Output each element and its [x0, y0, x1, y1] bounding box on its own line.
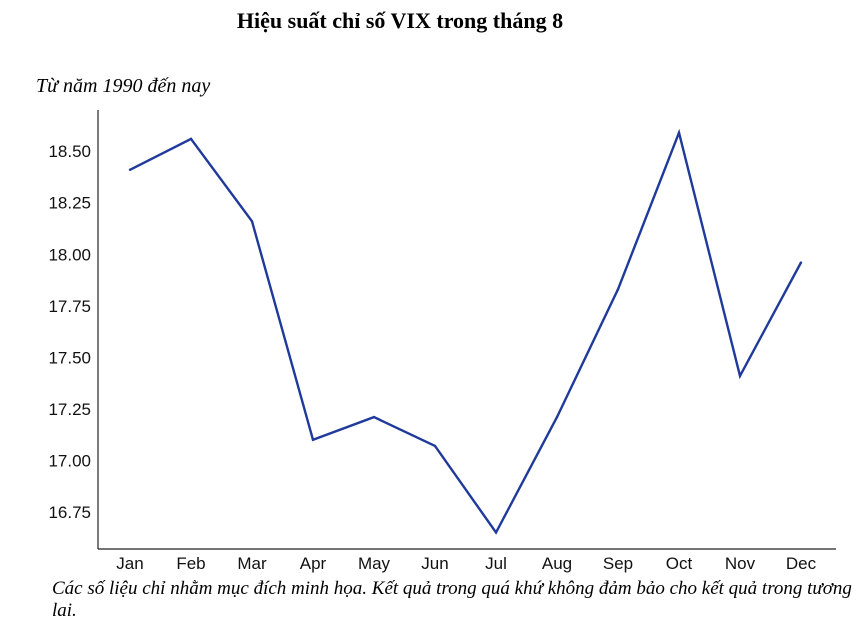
x-tick-label: Nov: [725, 554, 756, 573]
axes: [97, 110, 836, 550]
data-point: [738, 374, 742, 378]
data-point: [494, 531, 498, 534]
x-tick-labels: Jan Feb Mar Apr May Jun Jul Aug Sep Oct Nov Dec: [116, 554, 816, 573]
y-tick-label: 18.25: [48, 194, 91, 213]
data-point: [555, 415, 559, 419]
chart-title: Hiệu suất chỉ số VIX trong tháng 8: [236, 8, 564, 33]
x-tick-label: Aug: [542, 554, 572, 573]
y-tick-label: 17.75: [48, 297, 91, 316]
data-point: [189, 137, 193, 141]
x-tick-label: Jul: [485, 554, 507, 573]
data-point: [311, 438, 315, 441]
y-tick-label: 18.50: [48, 142, 91, 161]
data-point: [677, 131, 681, 134]
x-tick-label: Dec: [786, 554, 817, 573]
data-point: [799, 261, 803, 264]
series-line: [129, 128, 803, 535]
y-tick-label: 17.25: [48, 400, 91, 419]
x-tick-label: Sep: [603, 554, 633, 573]
chart-footnote: Các số liệu chỉ nhằm mục đích minh họa. …: [52, 578, 852, 621]
data-point: [433, 444, 437, 448]
y-tick-label: 17.00: [48, 451, 91, 470]
y-tick-label: 16.75: [48, 503, 91, 522]
x-tick-label: Apr: [300, 554, 327, 573]
y-tick-labels: 16.75 17.00 17.25 17.50 17.75 18.00 18.25 18.50: [48, 142, 91, 522]
data-point: [250, 220, 254, 223]
x-tick-label: May: [358, 554, 391, 573]
x-tick-label: Feb: [176, 554, 205, 573]
y-tick-label: 18.00: [48, 245, 91, 264]
y-tick-label: 17.50: [48, 348, 91, 367]
x-tick-label: Jan: [116, 554, 143, 573]
x-tick-label: Jun: [421, 554, 448, 573]
data-point: [616, 288, 620, 291]
x-tick-label: Mar: [237, 554, 267, 573]
data-point: [372, 415, 376, 419]
chart-subtitle: Từ năm 1990 đến nay: [36, 75, 211, 97]
data-point: [128, 168, 132, 171]
x-tick-label: Oct: [666, 554, 693, 573]
series-line-group: [128, 128, 803, 535]
